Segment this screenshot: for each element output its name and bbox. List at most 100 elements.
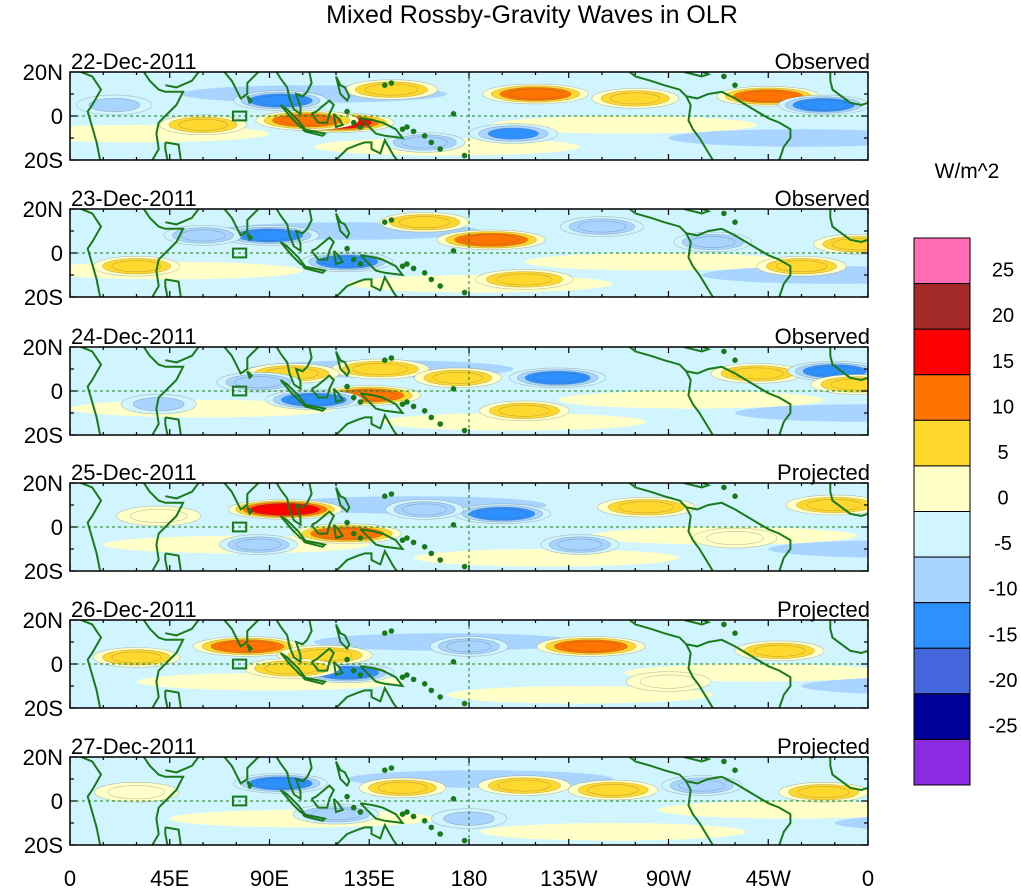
colorbar-swatch [913,602,971,649]
colorbar-swatch [913,738,971,786]
coastline [275,209,313,253]
panel-ticks [69,71,869,161]
island-dot [404,399,410,405]
colorbar-swatch [913,237,971,285]
panel-ticks [69,482,869,572]
colorbar-tick-label: 10 [992,396,1014,418]
map-panel: 22-Dec-2011 Observed 20N 0 20S [23,49,870,173]
island-dot [721,210,727,217]
anomaly-field [78,483,868,571]
island-dot [399,674,406,681]
coastline [165,620,201,637]
coastline [78,209,103,297]
coastline [302,403,327,412]
coastline [246,232,254,242]
island-dot [732,219,738,225]
anomaly-streak [657,801,868,819]
island-dot [721,621,727,628]
chart-title: Mixed Rossby-Gravity Waves in OLR [326,1,738,29]
coastline [359,254,405,277]
island-dot [421,681,428,687]
coastline [829,757,868,792]
anomaly-contour [741,90,795,102]
coastline [685,370,714,435]
map-panel: 24-Dec-2011 Observed 20N 0 20S [23,324,870,448]
island-dot [421,818,428,824]
coastline [78,757,103,845]
anomaly-streak [480,823,747,841]
anomaly-contour [297,649,353,662]
island-dot [732,767,738,774]
x-tick-label: 45E [150,866,189,890]
coastline [685,95,714,160]
anomaly-contour [578,220,626,233]
island-dot [357,261,364,267]
coastline [332,412,399,435]
coastline [142,72,185,160]
x-tick-label: 0 [862,866,874,890]
island-dot [350,804,357,811]
island-dot [437,694,443,700]
y-tick-label: 20N [23,745,63,770]
island-dot [410,539,417,546]
island-dot [461,700,468,707]
island-dot [421,408,428,414]
coastline [223,72,260,100]
island-dot [357,399,364,405]
coastline [275,757,313,801]
coastline [628,209,792,297]
coastline [628,72,792,160]
coastline [829,347,868,382]
island-dot [461,563,468,570]
panel-kind-label: Observed [775,49,870,74]
panel-date-label: 22-Dec-2011 [71,49,197,74]
y-tick-label: 0 [51,104,63,129]
anomaly-contour [775,260,828,273]
island-dot [437,146,443,152]
panel-date-label: 24-Dec-2011 [71,324,197,349]
panel-date-label: 27-Dec-2011 [71,734,197,759]
x-tick-label: 180 [451,866,488,890]
coastline [628,347,792,435]
colorbar-tick-label: 25 [992,260,1014,282]
coastline [332,388,345,404]
island-dot [437,283,443,289]
coastline [829,620,868,655]
panel-ticks [69,208,869,298]
coastline [310,374,336,399]
panel-date-label: 23-Dec-2011 [71,186,197,211]
island-dot [721,348,727,355]
island-dot [461,289,468,296]
island-dot [437,557,443,563]
island-dot [388,217,395,223]
x-tick-label: 45W [746,866,791,890]
panel-ticks [69,346,869,436]
island-dot [399,263,406,270]
island-dot [421,133,428,139]
coastline [142,483,185,571]
anomaly-streak [735,404,868,422]
anomaly-contour [498,404,551,417]
anomaly-contour [753,644,806,657]
coastlines [78,757,868,845]
coastline [335,212,351,240]
coastline [628,757,792,845]
anomaly-contour [497,779,551,792]
anomaly-contour [236,538,281,551]
coastline [164,689,182,708]
coastline [78,347,103,435]
y-tick-label: 0 [51,789,63,814]
colorbar-tick-label: -15 [989,624,1018,646]
colorbar-swatch [913,465,971,512]
anomaly-streak [524,252,791,271]
island-dot [437,831,443,837]
island-dot [344,383,350,390]
anomaly-contour [830,378,868,391]
island-dot [388,80,395,86]
anomaly-contour [256,778,305,789]
island-dot [350,256,357,263]
coastline [164,278,182,297]
coastline [332,685,399,708]
island-dot [388,355,395,361]
